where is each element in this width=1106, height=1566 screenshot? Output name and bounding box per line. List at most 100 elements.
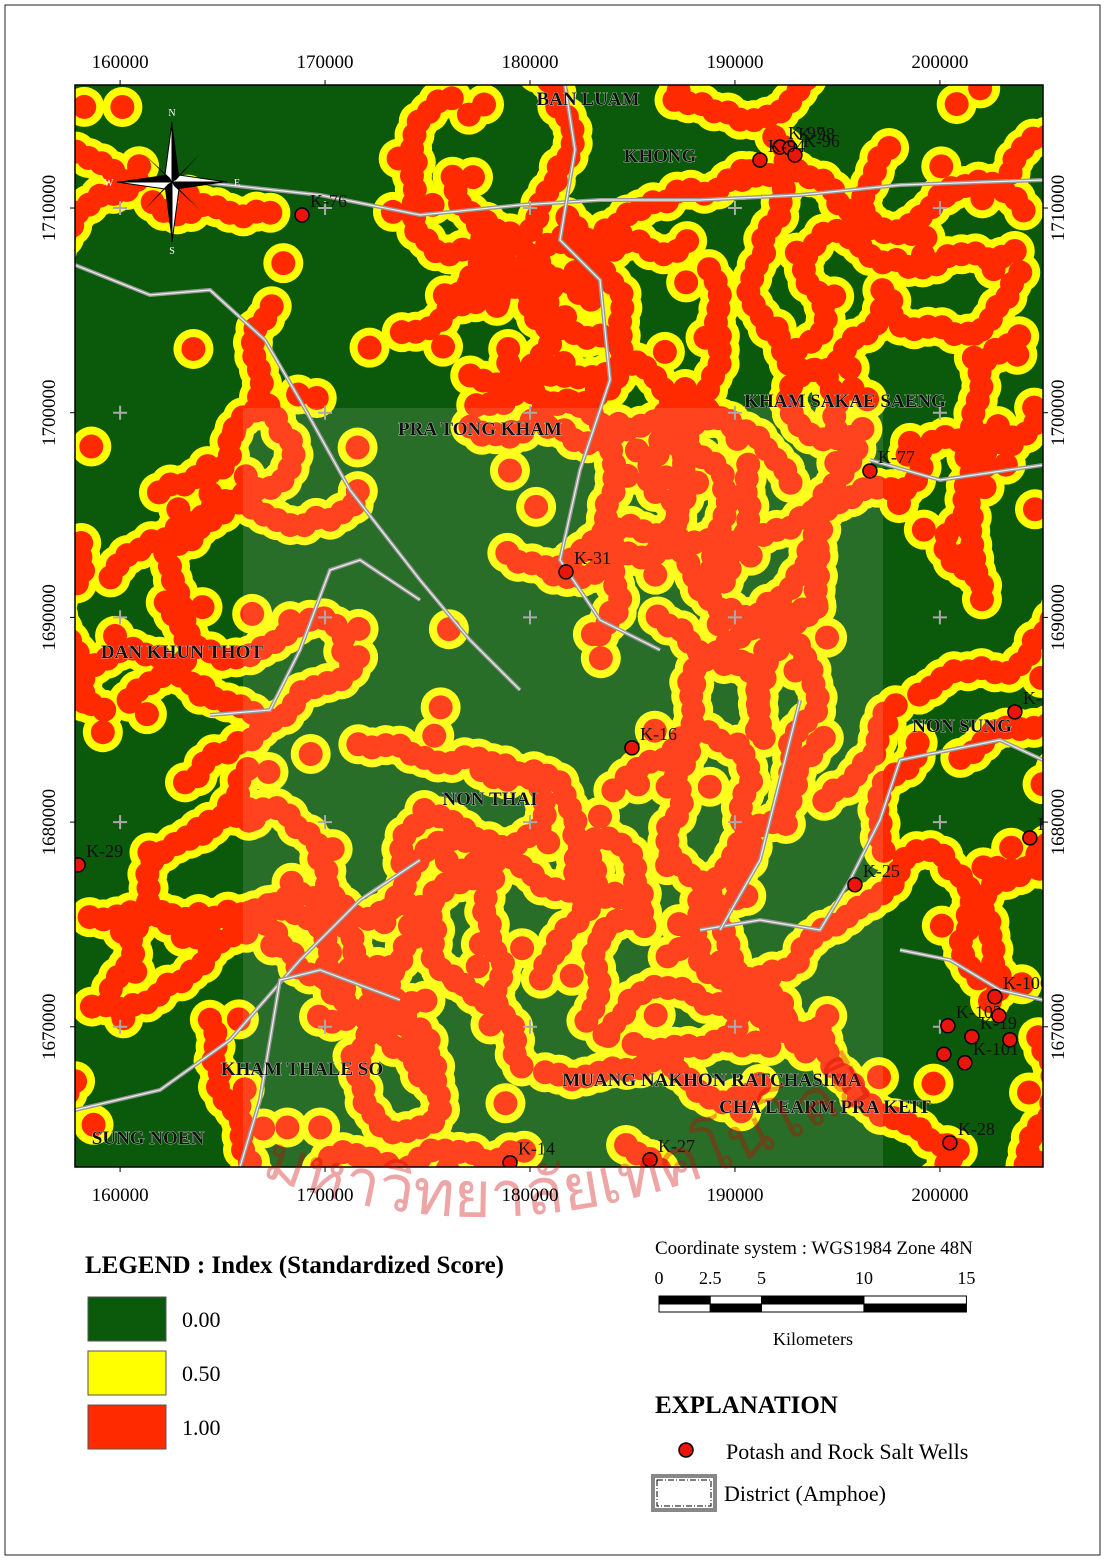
well	[863, 464, 877, 478]
y-tick-label-left: 1700000	[39, 379, 60, 446]
well-label: K-16	[640, 724, 677, 744]
zone-high	[110, 95, 134, 119]
scale-unit: Kilometers	[773, 1329, 853, 1349]
zone-high	[784, 338, 808, 362]
zone-high	[922, 1072, 946, 1096]
zone-high	[461, 165, 485, 189]
y-tick-label-right: 1690000	[1048, 584, 1069, 651]
district-name: NON THAI	[442, 789, 537, 810]
zone-high	[196, 454, 220, 478]
scale-segment	[659, 1296, 710, 1304]
north-label: N	[168, 108, 175, 119]
zone-high	[358, 336, 382, 360]
district-name: SUNG NOEN	[92, 1128, 205, 1149]
well	[937, 1047, 951, 1061]
y-tick-label-right: 1680000	[1048, 789, 1069, 856]
legend-swatch	[88, 1297, 166, 1341]
scale-segment	[864, 1304, 966, 1312]
zone-high	[271, 251, 295, 275]
page: BAN LUAMKHONGKHAM SAKAE SAENGPRA TONG KH…	[0, 0, 1106, 1561]
well-label: K-76	[310, 191, 347, 211]
x-tick-label-top: 170000	[297, 52, 354, 73]
zone-high	[457, 103, 481, 127]
zone-high	[0, 1115, 2, 1139]
zone-high	[653, 340, 677, 364]
scale-tick-label: 2.5	[699, 1268, 722, 1288]
zone-high	[0, 712, 4, 736]
well-label: K-31	[574, 548, 611, 568]
wells-label: Potash and Rock Salt Wells	[726, 1439, 968, 1464]
explanation-title: EXPLANATION	[655, 1392, 838, 1419]
zone-high	[887, 491, 911, 515]
well-label: K-77	[878, 447, 915, 467]
well-symbol	[679, 1443, 693, 1457]
scale-tick-label: 10	[855, 1268, 873, 1288]
well	[992, 1009, 1006, 1023]
x-tick-label-bottom: 180000	[501, 1185, 558, 1206]
well	[958, 1056, 972, 1070]
scale-segment	[761, 1296, 863, 1304]
well	[941, 1019, 955, 1033]
zone-high	[479, 245, 503, 269]
district-name: KHONG	[624, 146, 697, 167]
zone-high	[785, 241, 809, 265]
zone-high	[496, 337, 520, 361]
zone-high	[99, 565, 123, 589]
legend-label: 0.50	[182, 1361, 221, 1386]
zone-high	[987, 341, 1011, 365]
scale-segment	[710, 1296, 761, 1304]
zone-high	[929, 154, 953, 178]
zone-high	[191, 675, 215, 699]
well	[1023, 831, 1037, 845]
legend-label: 0.00	[182, 1307, 221, 1332]
well	[1003, 1033, 1017, 1047]
zone-high	[970, 587, 994, 611]
well	[625, 741, 639, 755]
well	[559, 565, 573, 579]
zone-high	[258, 201, 282, 225]
well-label: K-25	[863, 861, 900, 881]
x-tick-label-top: 200000	[911, 52, 968, 73]
x-tick-label-bottom: 200000	[911, 1185, 968, 1206]
zone-high	[181, 337, 205, 361]
zone-high	[523, 276, 547, 300]
well-label: K-28	[958, 1119, 995, 1139]
y-tick-label-right: 1710000	[1048, 175, 1069, 242]
x-tick-label-bottom: 160000	[92, 1185, 149, 1206]
zone-high	[0, 251, 2, 275]
district-name: DAN KHUN THOT	[101, 642, 264, 663]
legend-swatch	[88, 1351, 166, 1395]
district-name: KHAM SAKAE SAENG	[744, 391, 946, 412]
legend: 0.000.501.00	[88, 1297, 221, 1449]
zone-high	[694, 326, 718, 350]
well-label: K-96	[803, 131, 840, 151]
zone-high	[550, 361, 574, 385]
scale-segment	[659, 1304, 710, 1312]
zone-high	[458, 363, 482, 387]
coordinate-system: Coordinate system : WGS1984 Zone 48N	[655, 1238, 973, 1259]
well	[943, 1136, 957, 1150]
zone-high	[79, 435, 103, 459]
y-tick-label-left: 1710000	[39, 175, 60, 242]
zone-high	[970, 186, 994, 210]
zone-high	[72, 95, 96, 119]
well	[848, 878, 862, 892]
well-label: K-29	[86, 841, 123, 861]
scale-tick-label: 0	[655, 1268, 664, 1288]
scale-segment	[761, 1304, 863, 1312]
scale-tick-label: 15	[957, 1268, 975, 1288]
well	[988, 990, 1002, 1004]
zone-high	[912, 518, 936, 542]
x-tick-label-top: 190000	[706, 52, 763, 73]
zone-high	[999, 836, 1023, 860]
west-label: W	[104, 178, 114, 189]
well	[1008, 705, 1022, 719]
east-label: E	[234, 178, 240, 189]
y-tick-label-left: 1670000	[39, 994, 60, 1061]
well-label: K-94	[768, 136, 805, 156]
district-name: BAN LUAM	[537, 89, 640, 110]
district-name: KHAM THALE SO	[221, 1059, 383, 1080]
zone-high	[945, 92, 969, 116]
district-name: NON SUNG	[912, 716, 1012, 737]
y-tick-label-left: 1680000	[39, 789, 60, 856]
